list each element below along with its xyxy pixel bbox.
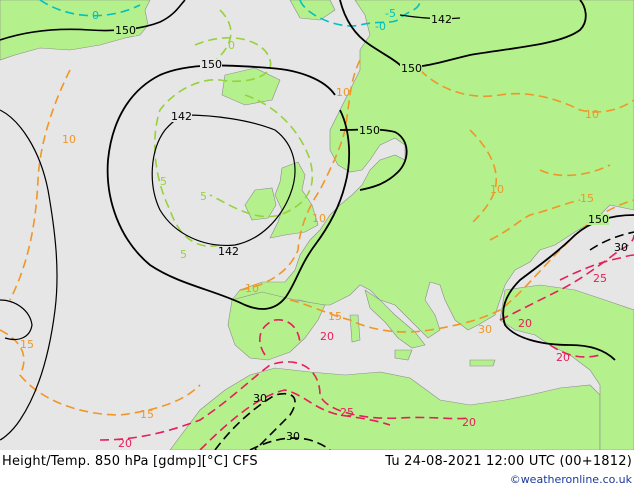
land-sicily — [394, 349, 413, 361]
temp-label: 30 — [614, 241, 628, 254]
height-label: 150 — [115, 24, 136, 37]
isotherm-20-far-east — [549, 344, 601, 358]
temp-label: 15 — [20, 338, 34, 351]
temp-label: -0 — [375, 20, 386, 33]
land-iberia — [227, 291, 326, 361]
temp-label: 10 — [585, 108, 599, 121]
land-iceland — [221, 67, 281, 106]
height-west-cell — [0, 109, 58, 441]
height-label: 150 — [359, 124, 380, 137]
isotherm-15-east — [489, 199, 581, 241]
temp-label: 15 — [580, 192, 594, 205]
land-crete — [469, 359, 496, 367]
height-142-core — [151, 114, 296, 247]
height-label: 142 — [218, 245, 239, 258]
land-arctic-islands — [289, 0, 336, 21]
temp-label: 20 — [118, 437, 132, 450]
temp-label: 30 — [478, 323, 492, 336]
map-title: Height/Temp. 850 hPa [gdmp][°C] CFS — [2, 454, 258, 469]
isotherm-25-south — [199, 389, 391, 450]
map-canvas: 150 150 150 150 142 142 142 150 0 0 -5 -… — [0, 0, 634, 450]
isotherm-0-north — [299, 0, 421, 27]
isotherm-10-west — [9, 69, 71, 301]
temp-label: 15 — [140, 408, 154, 421]
temp-label: 5 — [160, 175, 167, 188]
temp-label: 25 — [340, 406, 354, 419]
temp-label: 20 — [462, 416, 476, 429]
height-mini-cell — [0, 299, 33, 341]
height-150-scandinavia — [339, 0, 587, 68]
isotherm-10-far-east — [539, 164, 611, 177]
land-italy — [364, 289, 426, 349]
temp-label: 0 — [92, 9, 99, 22]
weather-map: 150 150 150 150 142 142 142 150 0 0 -5 -… — [0, 0, 634, 450]
isotherm-30-east — [589, 231, 634, 251]
temp-label: 30 — [286, 430, 300, 443]
isotherm-30-south-b — [249, 437, 331, 450]
temp-label: 25 — [593, 272, 607, 285]
temp-label: 5 — [200, 190, 207, 203]
height-label: 150 — [201, 58, 222, 71]
height-150-south — [502, 214, 634, 361]
isotherm-30-south — [214, 393, 296, 450]
temp-label: 5 — [180, 248, 187, 261]
isotherm-5-ring — [154, 37, 272, 247]
temp-label: 20 — [556, 351, 570, 364]
isotherm-15-west — [0, 329, 201, 416]
isotherm-20-mid — [259, 319, 301, 356]
temp-label: 10 — [245, 282, 259, 295]
temp-label: 15 — [328, 310, 342, 323]
isotherm-25-east — [559, 254, 634, 281]
temperature-labels: 0 0 -5 -0 5 5 5 10 10 10 10 10 10 15 15 … — [20, 7, 628, 450]
temp-label: 30 — [253, 392, 267, 405]
height-label: 150 — [401, 62, 422, 75]
land-great-britain — [269, 161, 319, 239]
land-ireland — [244, 187, 277, 221]
height-label: 150 — [588, 213, 609, 226]
land-africa — [169, 367, 601, 450]
temp-label: 10 — [336, 86, 350, 99]
isotherm-10-south — [469, 129, 497, 226]
land-corsica-sardinia — [349, 314, 361, 343]
temp-label: 10 — [490, 183, 504, 196]
isotherm-10-mid — [239, 59, 361, 291]
map-footer: Height/Temp. 850 hPa [gdmp][°C] CFS Tu 2… — [0, 450, 634, 490]
isotherm-20-east — [499, 234, 634, 321]
temp-label: 10 — [312, 212, 326, 225]
height-label: 142 — [431, 13, 452, 26]
land-turkey-mideast — [499, 284, 634, 450]
land-masses — [0, 0, 634, 450]
height-label: 142 — [171, 110, 192, 123]
temp-label: 20 — [518, 317, 532, 330]
map-valid-time: Tu 24-08-2021 12:00 UTC (00+1812) — [385, 454, 632, 469]
isotherm-5-inner — [209, 94, 314, 218]
temp-label: 10 — [62, 133, 76, 146]
credit-link[interactable]: ©weatheronline.co.uk — [509, 473, 632, 486]
temp-label: -5 — [385, 7, 396, 20]
temp-label: 20 — [320, 330, 334, 343]
temp-label: 0 — [228, 39, 235, 52]
height-labels: 150 150 150 150 142 142 142 150 — [114, 13, 609, 258]
